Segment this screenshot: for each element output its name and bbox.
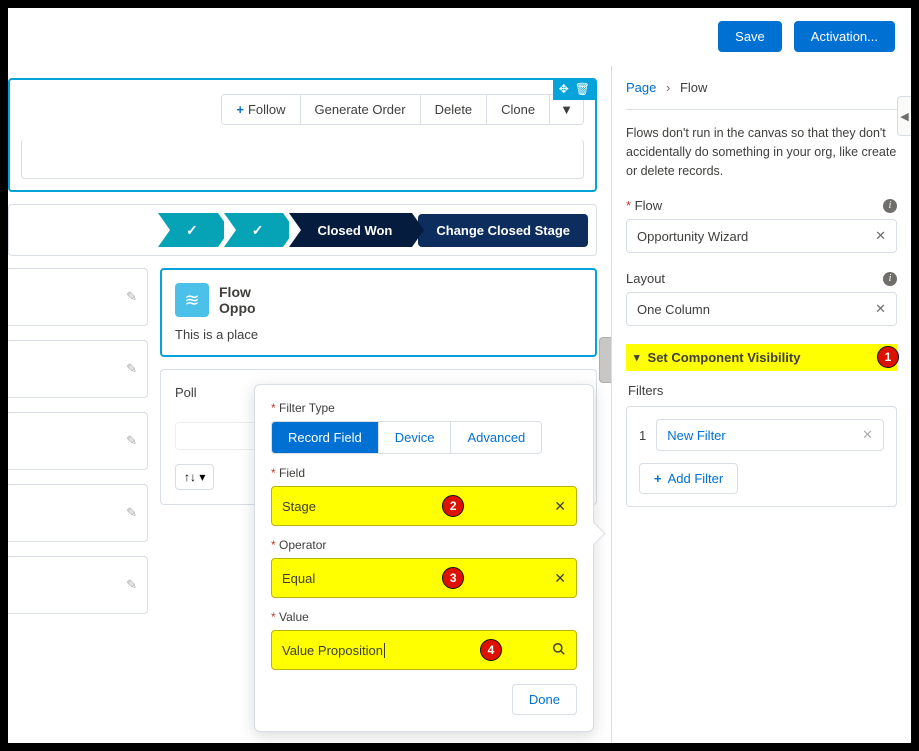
filter-popover: Filter Type Record Field Device Advanced… xyxy=(254,384,594,732)
component-visibility-header[interactable]: ▾ Set Component Visibility 1 xyxy=(626,344,897,371)
field-label: Field xyxy=(271,466,577,480)
canvas-scroll-handle[interactable] xyxy=(599,337,611,383)
delete-button[interactable]: Delete xyxy=(420,95,487,124)
pencil-icon: ✎ xyxy=(126,433,137,449)
highlight-subregion xyxy=(21,139,584,179)
field-input[interactable]: Stage 2 ✕ xyxy=(271,486,577,526)
add-filter-button[interactable]: +Add Filter xyxy=(639,463,738,494)
help-text: Flows don't run in the canvas so that th… xyxy=(626,124,897,180)
sort-button[interactable]: ↑↓ ▾ xyxy=(175,464,214,490)
canvas: ✥ 🗑 +Follow Generate Order Delete Clone … xyxy=(8,66,611,743)
done-button[interactable]: Done xyxy=(512,684,577,715)
clear-layout-icon[interactable]: ✕ xyxy=(875,301,886,317)
filters-label: Filters xyxy=(628,383,897,398)
highlight-region[interactable]: ✥ 🗑 +Follow Generate Order Delete Clone … xyxy=(8,78,597,192)
record-actions: +Follow Generate Order Delete Clone ▼ xyxy=(221,94,584,125)
properties-panel: ◀ Page › Flow Flows don't run in the can… xyxy=(611,66,911,743)
layout-select-value: One Column xyxy=(637,302,710,317)
change-closed-stage-button[interactable]: Change Closed Stage xyxy=(418,214,588,247)
pencil-icon: ✎ xyxy=(126,577,137,593)
delete-icon[interactable]: 🗑 xyxy=(575,82,590,96)
breadcrumb-page[interactable]: Page xyxy=(626,80,656,95)
generate-order-button[interactable]: Generate Order xyxy=(300,95,420,124)
pencil-icon: ✎ xyxy=(126,289,137,305)
value-input[interactable]: Value Proposition 4 xyxy=(271,630,577,670)
region-toolbar: ✥ 🗑 xyxy=(553,78,596,100)
top-bar: Save Activation... xyxy=(8,8,911,66)
operator-label: Operator xyxy=(271,538,577,552)
info-icon[interactable]: i xyxy=(883,272,897,286)
filter-type-label: Filter Type xyxy=(271,401,577,415)
layout-field-label: Layout xyxy=(626,271,665,286)
filter-type-advanced[interactable]: Advanced xyxy=(450,422,541,453)
filters-box: 1 New Filter ✕ +Add Filter xyxy=(626,406,897,507)
filter-type-device[interactable]: Device xyxy=(378,422,451,453)
path-stage-closed-won[interactable]: Closed Won xyxy=(289,213,412,247)
value-value: Value Proposition xyxy=(282,643,385,658)
clear-operator-icon[interactable]: ✕ xyxy=(464,570,566,587)
breadcrumb: Page › Flow xyxy=(626,80,897,95)
flow-select[interactable]: Opportunity Wizard ✕ xyxy=(626,219,897,253)
annotation-3: 3 xyxy=(442,567,464,589)
value-label: Value xyxy=(271,610,577,624)
annotation-4: 4 xyxy=(480,639,502,661)
operator-value: Equal xyxy=(282,571,315,586)
path-stage-complete-2[interactable]: ✓ xyxy=(224,213,284,247)
remove-filter-icon[interactable]: ✕ xyxy=(862,427,873,443)
follow-button[interactable]: +Follow xyxy=(222,95,299,124)
pencil-icon: ✎ xyxy=(126,361,137,377)
annotation-2: 2 xyxy=(442,495,464,517)
detail-field-1[interactable]: ✎ xyxy=(8,268,148,326)
clear-flow-icon[interactable]: ✕ xyxy=(875,228,886,244)
detail-field-3[interactable]: ✎ xyxy=(8,412,148,470)
activation-button[interactable]: Activation... xyxy=(794,21,895,52)
panel-collapse-handle[interactable]: ◀ xyxy=(897,96,911,136)
path-component[interactable]: ✓ ✓ Closed Won Change Closed Stage xyxy=(8,204,597,256)
detail-field-2[interactable]: ✎ xyxy=(8,340,148,398)
info-icon[interactable]: i xyxy=(883,199,897,213)
filter-type-segmented: Record Field Device Advanced xyxy=(271,421,542,454)
field-value: Stage xyxy=(282,499,316,514)
flow-select-value: Opportunity Wizard xyxy=(637,229,748,244)
flow-field-label: Flow xyxy=(635,198,662,213)
move-icon[interactable]: ✥ xyxy=(559,82,569,96)
breadcrumb-flow: Flow xyxy=(680,80,707,95)
pencil-icon: ✎ xyxy=(126,505,137,521)
save-button[interactable]: Save xyxy=(718,21,782,52)
poll-tab[interactable]: Poll xyxy=(175,385,197,408)
filter-type-record-field[interactable]: Record Field xyxy=(272,422,378,453)
flow-card-title: FlowOppo xyxy=(219,284,256,316)
operator-input[interactable]: Equal 3 ✕ xyxy=(271,558,577,598)
layout-select[interactable]: One Column ✕ xyxy=(626,292,897,326)
search-icon[interactable] xyxy=(502,642,566,659)
clear-field-icon[interactable]: ✕ xyxy=(464,498,566,515)
detail-field-4[interactable]: ✎ xyxy=(8,484,148,542)
details-column: ✎ ✎ ✎ ✎ ✎ xyxy=(8,268,148,628)
flow-card-description: This is a place xyxy=(175,327,582,342)
chevron-down-icon: ▾ xyxy=(634,351,640,364)
flow-component-card[interactable]: ≋ FlowOppo This is a place xyxy=(160,268,597,357)
clone-button[interactable]: Clone xyxy=(486,95,549,124)
new-filter-item[interactable]: New Filter ✕ xyxy=(656,419,884,451)
annotation-1: 1 xyxy=(877,346,899,368)
path-stage-complete-1[interactable]: ✓ xyxy=(158,213,218,247)
filter-index: 1 xyxy=(639,428,646,443)
detail-field-5[interactable]: ✎ xyxy=(8,556,148,614)
flow-icon: ≋ xyxy=(175,283,209,317)
